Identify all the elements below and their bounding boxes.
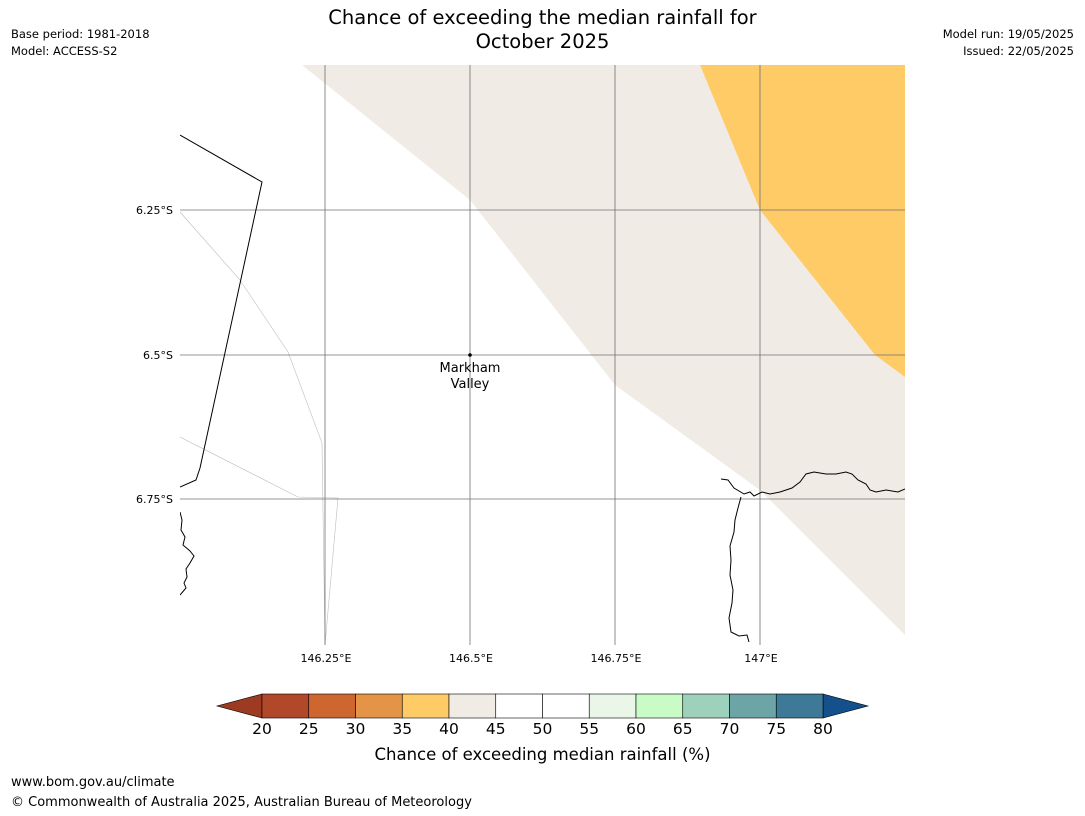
- colorbar-tick-label: 25: [298, 720, 319, 738]
- title-line-2: October 2025: [475, 30, 610, 53]
- map-title: Chance of exceeding the median rainfall …: [0, 6, 1085, 54]
- lat-label: 6.5°S: [143, 349, 173, 362]
- model-name: Model: ACCESS-S2: [11, 44, 118, 58]
- colorbar-tick-label: 65: [672, 720, 693, 738]
- footer-copyright: © Commonwealth of Australia 2025, Austra…: [11, 795, 472, 810]
- lon-label: 146.25°E: [301, 652, 352, 665]
- place-name-line-2: Valley: [451, 377, 490, 392]
- coastline: [180, 511, 195, 596]
- lat-label: 6.25°S: [136, 204, 173, 217]
- colorbar-segment: [635, 693, 684, 719]
- probability-band-35-40: [700, 65, 905, 377]
- colorbar-tick-label: 55: [579, 720, 600, 738]
- colorbar-tick-label: 20: [252, 720, 272, 738]
- colorbar-segment: [448, 693, 497, 719]
- colorbar-segment: [401, 693, 450, 719]
- coastline: [728, 496, 750, 643]
- issued-date: Issued: 22/05/2025: [963, 44, 1074, 58]
- colorbar-tick-label: 80: [813, 720, 833, 738]
- lat-label: 6.75°S: [136, 493, 173, 506]
- lon-label: 147°E: [744, 652, 777, 665]
- base-period: Base period: 1981-2018: [11, 27, 150, 41]
- colorbar-segment: [682, 693, 730, 719]
- probability-band-40-45: [302, 65, 905, 635]
- title-line-1: Chance of exceeding the median rainfall …: [328, 6, 757, 29]
- forecast-info-left: Base period: 1981-2018 Model: ACCESS-S2: [11, 26, 150, 60]
- footer-url[interactable]: www.bom.gov.au/climate: [11, 775, 175, 790]
- colorbar-segment: [775, 693, 824, 719]
- colorbar-tick-label: 70: [719, 720, 740, 738]
- colorbar-tick-label: 30: [345, 720, 366, 738]
- colorbar-over-arrow: [822, 693, 870, 719]
- colorbar-segment: [308, 693, 356, 719]
- colorbar-tick-label: 35: [392, 720, 413, 738]
- colorbar-segment: [261, 693, 310, 719]
- lon-label: 146.5°E: [449, 652, 493, 665]
- colorbar-title: Chance of exceeding median rainfall (%): [374, 745, 711, 764]
- colorbar: [215, 693, 870, 719]
- place-name-line-1: Markham: [440, 361, 501, 376]
- colorbar-segment: [355, 693, 403, 719]
- colorbar-tick-label: 75: [766, 720, 787, 738]
- colorbar-tick-label: 60: [626, 720, 646, 738]
- place-marker-dot[interactable]: [468, 353, 472, 357]
- map-area: [180, 65, 905, 645]
- region-boundary: [180, 211, 326, 645]
- colorbar-tick-label: 45: [485, 720, 506, 738]
- colorbar-segment: [729, 693, 777, 719]
- province-border: [180, 134, 263, 488]
- colorbar-under-arrow: [215, 693, 263, 719]
- colorbar-segment: [495, 693, 543, 719]
- colorbar-segment: [542, 693, 590, 719]
- region-boundary: [180, 436, 339, 645]
- lon-label: 146.75°E: [591, 652, 642, 665]
- colorbar-tick-label: 50: [532, 720, 553, 738]
- forecast-info-right: Model run: 19/05/2025 Issued: 22/05/2025: [943, 26, 1074, 60]
- colorbar-tick-label: 40: [439, 720, 459, 738]
- colorbar-segment: [588, 693, 637, 719]
- coastline: [720, 471, 905, 497]
- model-run-date: Model run: 19/05/2025: [942, 27, 1074, 41]
